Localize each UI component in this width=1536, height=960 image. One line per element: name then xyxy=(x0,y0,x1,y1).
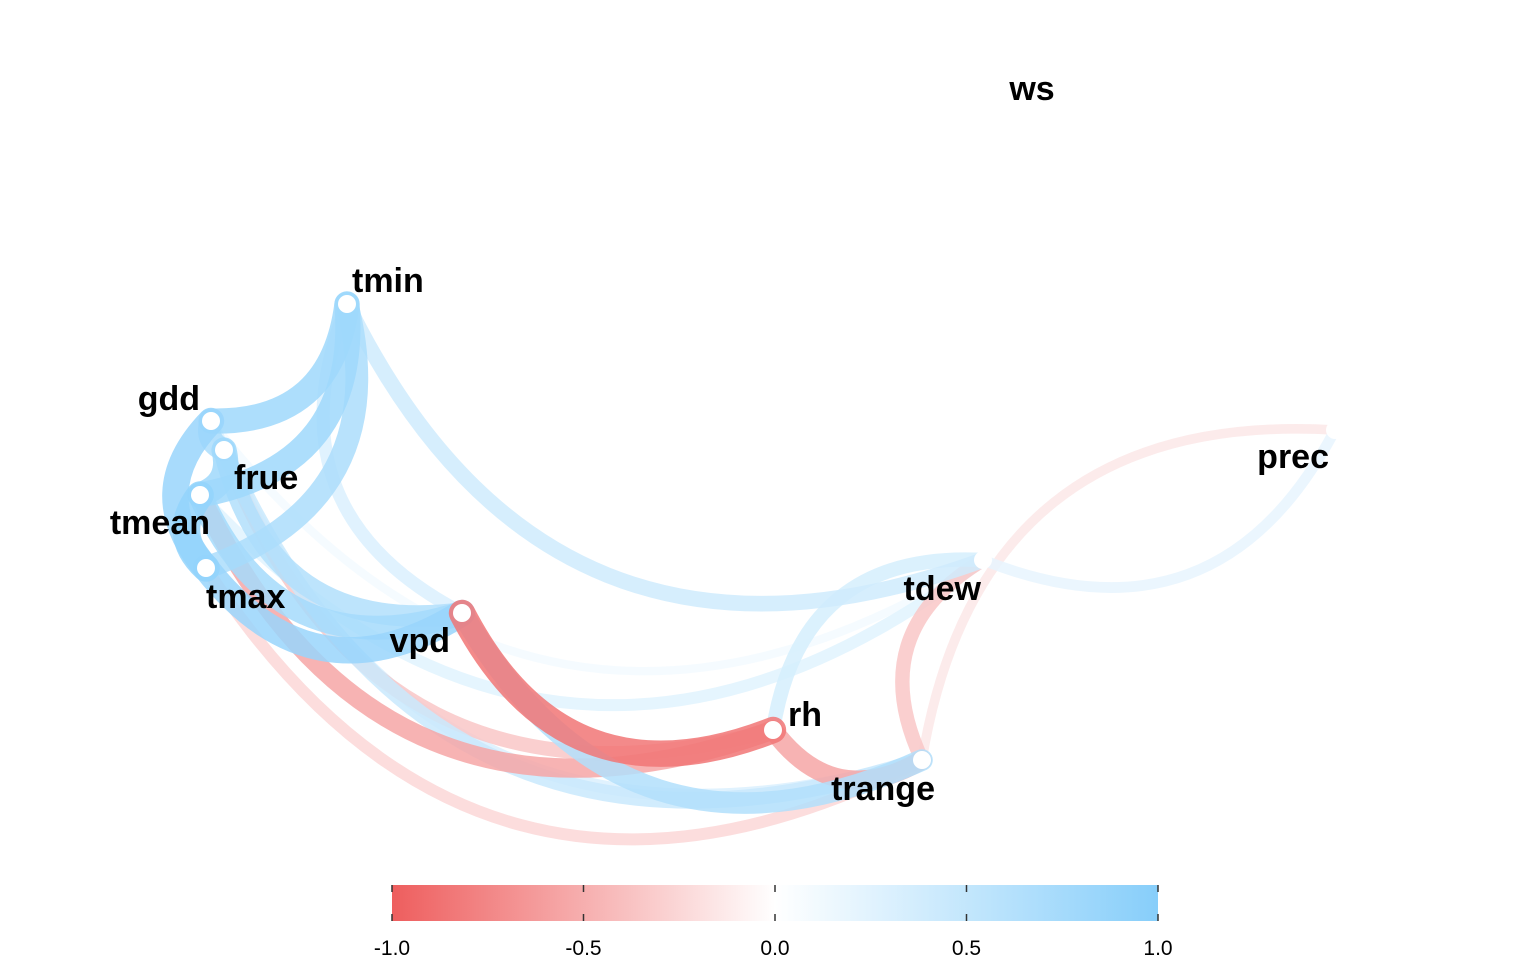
node-tmax xyxy=(197,559,215,577)
node-label-rh: rh xyxy=(788,696,822,734)
edge-tmax-vpd xyxy=(192,554,476,664)
node-trange xyxy=(913,751,931,769)
node-label-tmean: tmean xyxy=(110,504,210,542)
legend-tick-label: -0.5 xyxy=(565,937,601,960)
labels-layer: ws tmin gdd frue tmean tmax vpd tdew prec rhtrang… xyxy=(110,70,1329,808)
edge-prec-trange xyxy=(917,424,1340,765)
node-label-gdd: gdd xyxy=(138,380,200,418)
legend-tick-label: 0.5 xyxy=(952,937,981,960)
node-label-vpd: vpd xyxy=(390,622,450,660)
color-legend: -1.0 -0.5 0.0 0.5 1.0 xyxy=(374,885,1173,960)
edge-gdd-tdew xyxy=(206,416,988,676)
node-label-trange: trange xyxy=(831,770,935,808)
edge-tmin-tdew xyxy=(339,296,991,612)
legend-ticks: -1.0 -0.5 0.0 0.5 1.0 xyxy=(374,885,1173,960)
node-prec xyxy=(1326,421,1344,439)
node-frue xyxy=(215,441,233,459)
node-label-prec: prec xyxy=(1257,438,1329,476)
node-label-tmax: tmax xyxy=(206,578,285,616)
node-vpd xyxy=(453,604,471,622)
edge-tdew-prec xyxy=(977,424,1341,593)
node-tdew xyxy=(974,551,992,569)
edges-layer xyxy=(162,291,1341,846)
node-label-tmin: tmin xyxy=(352,262,424,300)
node-label-tdew: tdew xyxy=(904,570,982,608)
edge-tmax-trange xyxy=(200,562,928,846)
node-rh xyxy=(764,721,782,739)
edge-tmean-tmax xyxy=(172,481,220,582)
node-gdd xyxy=(202,412,220,430)
node-label-ws: ws xyxy=(1008,70,1054,108)
legend-tick-label: -1.0 xyxy=(374,937,410,960)
node-tmean xyxy=(191,486,209,504)
edge-tmean-tmin xyxy=(187,291,361,508)
legend-tick-label: 1.0 xyxy=(1143,937,1172,960)
nodes-layer xyxy=(191,295,1344,769)
legend-tick-label: 0.0 xyxy=(760,937,789,960)
edge-vpd-rh xyxy=(448,599,787,767)
node-label-frue: frue xyxy=(234,459,298,497)
edge-tdew-trange xyxy=(895,552,991,768)
node-tmin xyxy=(338,295,356,313)
